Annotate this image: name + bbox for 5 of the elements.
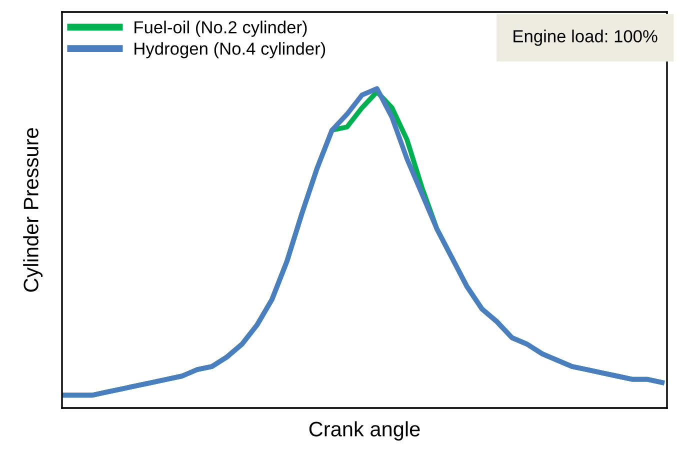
x-axis-title: Crank angle [309,421,420,441]
legend-label: Hydrogen (No.4 cylinder) [134,42,326,58]
text: Engine load: 100% [514,30,658,46]
y-axis-title: Cylinder Pressure [23,128,43,292]
legend-label: Fuel-oil (No.2 cylinder) [134,20,307,37]
